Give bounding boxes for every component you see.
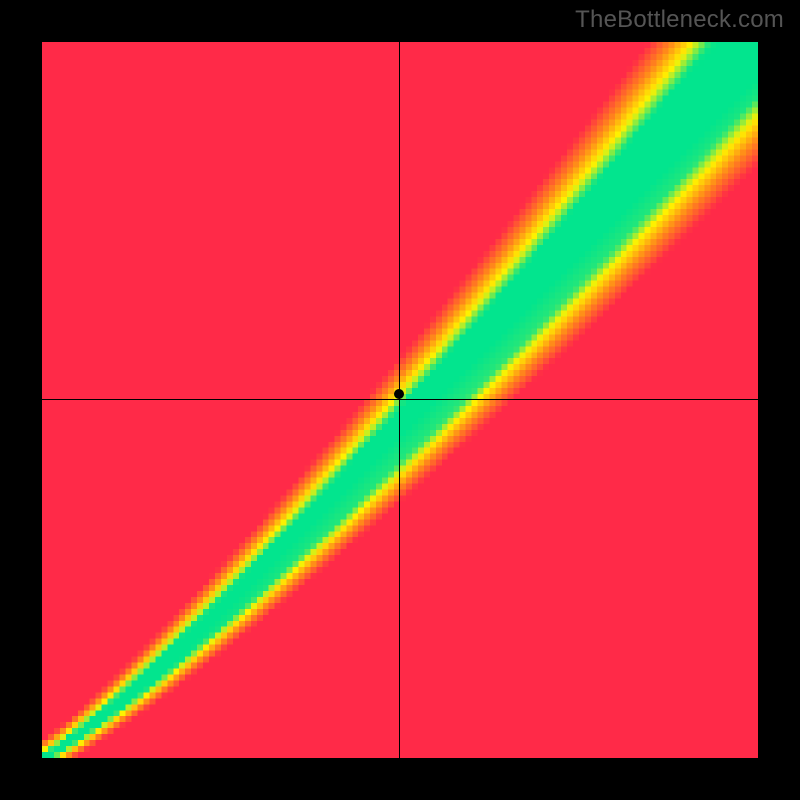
watermark-text: TheBottleneck.com xyxy=(575,6,784,34)
chart-container: TheBottleneck.com xyxy=(0,0,800,800)
plot-area xyxy=(42,42,758,758)
heatmap-canvas xyxy=(42,42,758,758)
